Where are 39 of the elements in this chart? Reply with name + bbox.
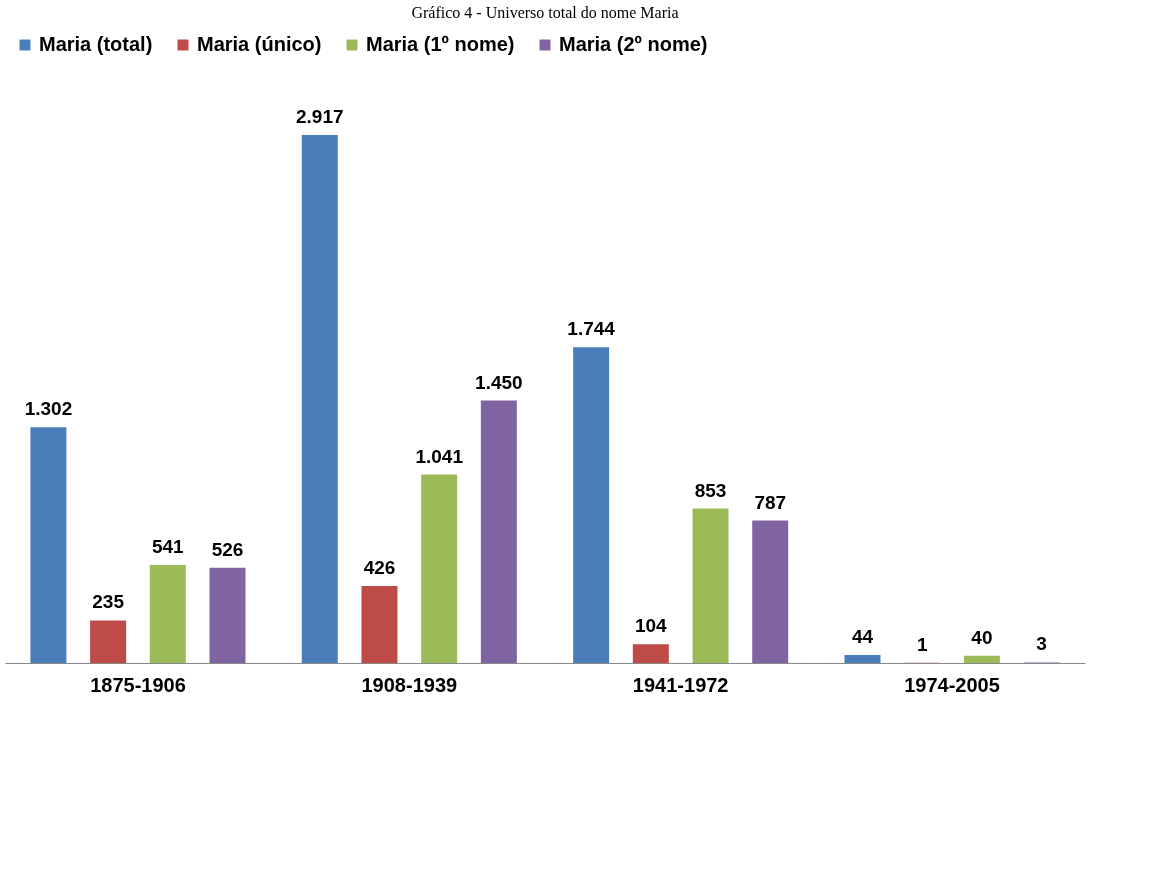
data-label: 44 <box>851 626 874 648</box>
x-tick-label: 1908-1939 <box>361 673 458 696</box>
bar <box>752 520 789 663</box>
bar <box>573 347 610 663</box>
bar <box>963 655 1000 663</box>
data-label: 1 <box>916 633 928 655</box>
data-label: 235 <box>92 591 125 613</box>
bar <box>301 135 338 663</box>
x-tick-label: 1875-1906 <box>90 673 186 696</box>
legend-label: Maria (total) <box>39 33 153 55</box>
bar <box>692 508 729 663</box>
data-label: 787 <box>754 491 787 513</box>
bar <box>149 565 186 663</box>
legend-label: Maria (único) <box>197 33 322 55</box>
bar <box>209 567 246 663</box>
data-label: 1.302 <box>24 398 73 420</box>
x-tick-label: 1941-1972 <box>632 673 729 696</box>
chart-title: Gráfico 4 - Universo total do nome Maria <box>411 4 679 21</box>
data-label: 1.744 <box>567 318 616 340</box>
data-label: 426 <box>363 556 396 578</box>
data-label: 526 <box>211 538 244 560</box>
data-label: 1.041 <box>415 445 464 467</box>
data-label: 3 <box>1036 633 1047 655</box>
bar <box>632 644 669 663</box>
bar <box>421 474 458 663</box>
bar <box>30 427 67 663</box>
bar <box>480 400 517 663</box>
data-label: 104 <box>634 615 668 637</box>
legend-label: Maria (1º nome) <box>366 33 515 55</box>
bar <box>361 585 398 663</box>
x-tick-label: 1974-2005 <box>904 673 1000 696</box>
bar <box>844 655 881 663</box>
legend-label: Maria (2º nome) <box>559 33 708 55</box>
data-label: 40 <box>971 626 993 648</box>
data-label: 1.450 <box>475 371 523 393</box>
data-label: 853 <box>694 479 727 501</box>
data-label: 2.917 <box>296 106 344 127</box>
bar <box>90 620 127 663</box>
data-label: 541 <box>151 536 185 558</box>
